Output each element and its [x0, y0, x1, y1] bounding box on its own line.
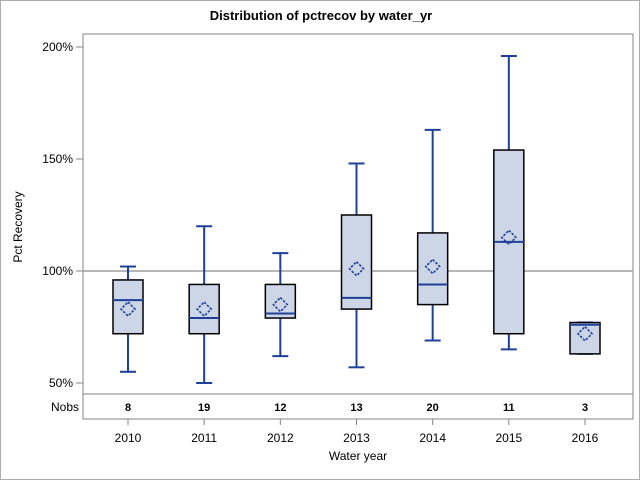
nobs-value: 12 — [274, 402, 286, 414]
nobs-value: 3 — [582, 402, 588, 414]
x-tick-label: 2015 — [495, 431, 522, 445]
x-tick-label: 2011 — [191, 431, 217, 445]
chart-title: Distribution of pctrecov by water_yr — [209, 8, 433, 23]
y-tick-label: 150% — [42, 152, 73, 166]
x-tick-label: 2010 — [115, 431, 142, 445]
nobs-value: 8 — [125, 402, 131, 414]
box-2010 — [112, 279, 144, 335]
x-axis-title: Water year — [328, 449, 388, 463]
mean-diamond-2010 — [119, 300, 137, 318]
x-tick-label: 2016 — [572, 431, 599, 445]
mean-diamond-2016 — [576, 325, 594, 342]
y-tick-label: 50% — [49, 376, 73, 390]
mean-diamond-2011 — [196, 300, 213, 318]
x-tick-label: 2014 — [419, 431, 446, 445]
mean-diamond-2015 — [500, 229, 517, 246]
box-2012 — [264, 283, 297, 319]
box-2011 — [188, 283, 220, 335]
nobs-value: 19 — [198, 402, 210, 414]
box-2014 — [416, 232, 449, 306]
nobs-row-label: Nobs — [50, 400, 79, 414]
nobs-value: 11 — [503, 402, 515, 414]
mean-diamond-2013 — [348, 260, 365, 277]
mean-diamond-2012 — [272, 296, 289, 313]
nobs-value: 13 — [350, 402, 362, 414]
y-tick-label: 100% — [42, 264, 73, 278]
x-tick-label: 2012 — [267, 431, 294, 445]
mean-diamond-2014 — [424, 258, 441, 275]
y-axis-title: Pct Recovery — [11, 191, 25, 263]
x-tick-label: 2013 — [343, 431, 370, 445]
y-tick-label: 200% — [42, 40, 73, 54]
nobs-value: 20 — [427, 402, 439, 414]
